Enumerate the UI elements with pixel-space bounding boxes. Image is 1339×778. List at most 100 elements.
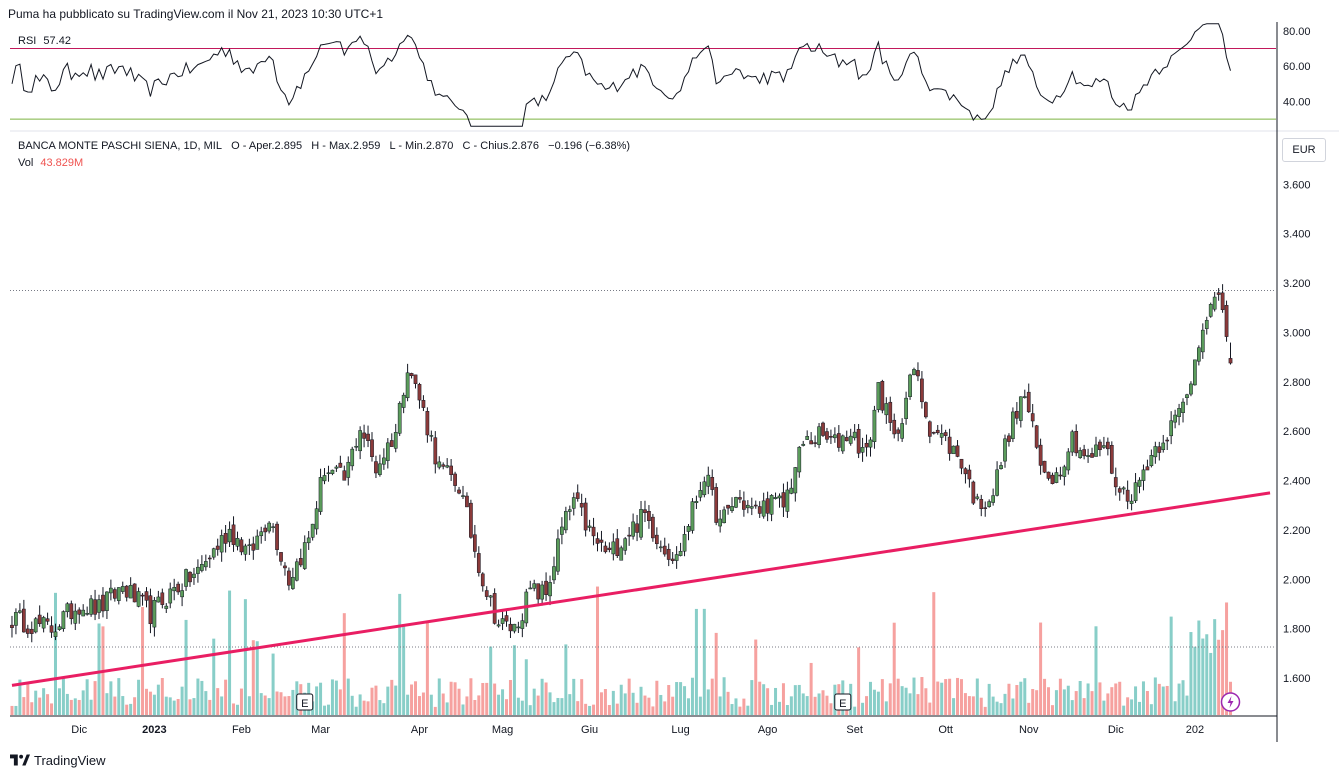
volume-bar: [865, 696, 869, 715]
symbol-name[interactable]: BANCA MONTE PASCHI SIENA, 1D, MIL: [18, 140, 222, 152]
candle-body: [1018, 396, 1023, 421]
volume-bar: [714, 632, 718, 715]
candle-body: [203, 561, 208, 568]
volume-bar: [196, 678, 200, 715]
candle-body: [10, 624, 14, 628]
volume-bar: [639, 686, 643, 715]
volume-bar: [912, 677, 916, 715]
volume-bar: [73, 698, 77, 715]
earnings-marker-label: E: [301, 698, 308, 710]
candle-body: [718, 518, 722, 527]
candle-body: [528, 587, 533, 590]
candle-body: [37, 614, 42, 625]
volume-bar: [1082, 698, 1086, 715]
candle-body: [283, 565, 287, 569]
candle-body: [180, 590, 184, 598]
volume-bar: [501, 689, 505, 715]
candle-body: [1161, 442, 1166, 451]
volume-label: Vol: [18, 157, 34, 169]
volume-bar: [1177, 683, 1181, 715]
volume-bar: [825, 695, 829, 715]
candle-body: [326, 472, 331, 475]
volume-bar: [770, 704, 774, 715]
candle-body: [833, 434, 837, 439]
candle-body: [211, 548, 216, 558]
volume-bar: [263, 695, 267, 715]
candle-body: [298, 558, 303, 566]
candle-body: [1113, 477, 1118, 488]
candle-body: [1030, 413, 1035, 422]
volume-bar: [184, 619, 188, 715]
volume-bar: [188, 699, 192, 715]
volume-bar: [592, 704, 596, 715]
volume-bar: [137, 679, 141, 715]
volume-bar: [801, 693, 805, 715]
price-axis-label: 3.400: [1283, 229, 1311, 241]
candle-body: [1125, 489, 1130, 502]
volume-bar: [603, 689, 607, 715]
volume-bar: [758, 681, 762, 715]
volume-bar: [1027, 702, 1031, 715]
volume-bar: [1122, 705, 1126, 715]
volume-bar: [417, 696, 421, 715]
candle-body: [219, 535, 224, 553]
volume-bar: [702, 608, 706, 715]
volume-bar: [334, 680, 338, 715]
volume-bar: [892, 622, 896, 715]
currency-button[interactable]: EUR: [1282, 138, 1326, 162]
volume-bar: [323, 705, 327, 715]
candle-body: [1062, 466, 1067, 477]
volume-bar: [1110, 687, 1114, 715]
volume-bar: [548, 692, 552, 715]
candle-body: [1220, 292, 1225, 311]
candle-body: [504, 615, 509, 622]
candle-body: [496, 624, 501, 627]
volume-bar: [694, 608, 698, 715]
volume-bar: [164, 696, 168, 715]
candle-body: [116, 587, 121, 601]
volume-bar: [1070, 700, 1074, 715]
candle-body: [955, 445, 960, 457]
trendline: [11, 491, 1271, 687]
candle-body: [880, 381, 885, 411]
candle-body: [876, 382, 881, 410]
candle-body: [302, 542, 307, 569]
candle-body: [710, 477, 715, 490]
candle-body: [445, 465, 450, 468]
volume-bar: [643, 695, 647, 715]
candle-body: [844, 437, 849, 442]
close-label: C: [462, 140, 471, 152]
candle-body: [1200, 329, 1205, 353]
volume-bar: [928, 702, 932, 715]
volume-bar: [584, 703, 588, 715]
candle-body: [813, 442, 817, 444]
volume-bar: [93, 681, 97, 715]
time-axis-label: Lug: [671, 724, 689, 736]
candle-body: [271, 526, 275, 528]
candle-body: [160, 592, 165, 605]
volume-bar: [481, 682, 485, 715]
candle-body: [702, 481, 707, 496]
volume-bar: [1209, 652, 1213, 715]
candle-body: [635, 523, 639, 533]
candle-body: [892, 419, 897, 435]
candle-body: [101, 594, 105, 612]
volume-bar: [536, 695, 540, 715]
volume-bar: [1054, 690, 1058, 715]
open-text: - Aper.: [242, 140, 275, 152]
earnings-marker-label: E: [839, 698, 846, 710]
footer-brand-text: TradingView: [34, 752, 106, 768]
candle-body: [453, 473, 457, 486]
volume-bar: [113, 696, 117, 715]
candle-body: [1133, 482, 1138, 502]
candle-body: [378, 463, 382, 475]
candle-body: [425, 411, 430, 436]
volume-bar: [30, 702, 34, 715]
candle-body: [1098, 441, 1102, 451]
footer-brand[interactable]: TradingView: [10, 751, 106, 769]
candle-body: [1117, 488, 1122, 493]
candle-body: [401, 394, 406, 408]
volume-bar: [1047, 687, 1051, 715]
candle-body: [1011, 411, 1015, 439]
